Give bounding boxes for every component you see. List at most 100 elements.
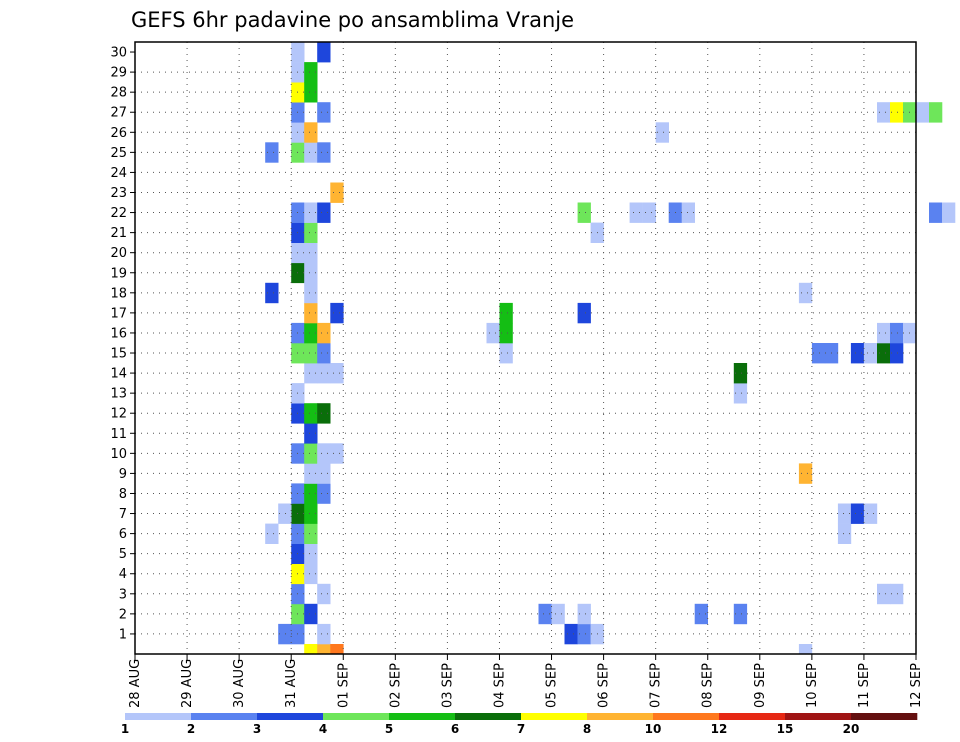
y-tick-label: 28: [110, 86, 127, 101]
colorbar-swatch: [125, 713, 192, 720]
heatmap-cell: [629, 202, 643, 223]
heatmap-cell: [863, 503, 878, 524]
y-tick-label: 11: [110, 427, 127, 442]
heatmap-cell: [304, 463, 318, 484]
y-tick-label: 21: [110, 226, 127, 241]
plot-frame: [134, 41, 917, 655]
x-tick-label: 07 SEP: [649, 663, 664, 708]
heatmap-cell: [317, 583, 331, 605]
y-tick-label: 30: [110, 46, 127, 61]
heatmap-cell: [304, 142, 318, 163]
x-tick-label: 09 SEP: [753, 663, 768, 708]
heatmap-cell: [304, 302, 318, 324]
x-tick-label: 06 SEP: [597, 663, 612, 708]
heatmap-cell: [304, 363, 318, 384]
y-tick-label: 13: [110, 387, 127, 402]
heatmap-cell: [850, 343, 865, 364]
heatmap-cell: [733, 383, 748, 404]
heatmap-cell: [655, 122, 669, 143]
heatmap-cell: [304, 563, 318, 585]
heatmap-cell: [304, 503, 318, 524]
heatmap-cell: [317, 202, 331, 223]
chart-title: GEFS 6hr padavine po ansamblima Vranje: [131, 8, 574, 32]
heatmap-cell: [291, 42, 305, 63]
heatmap-cell: [304, 242, 318, 264]
heatmap-cell: [304, 82, 318, 103]
heatmap-cell: [317, 102, 331, 123]
heatmap-cell: [929, 202, 943, 223]
x-tick-label: 03 SEP: [440, 663, 455, 708]
colorbar-label: 15: [777, 722, 794, 736]
colorbar-swatch: [323, 713, 390, 720]
heatmap-cell: [317, 363, 331, 384]
heatmap-cell: [304, 262, 318, 284]
heatmap-cell: [304, 282, 318, 304]
heatmap-cell: [304, 423, 318, 444]
heatmap-cell: [278, 503, 292, 524]
y-tick-label: 12: [110, 407, 127, 422]
heatmap-cell: [577, 202, 591, 223]
heatmap-cell: [929, 102, 943, 123]
y-tick-label: 19: [110, 266, 127, 281]
heatmap-cell: [317, 42, 331, 63]
heatmap-cell: [551, 603, 565, 625]
heatmap-cell: [877, 102, 891, 123]
heatmap-cell: [304, 122, 318, 143]
heatmap-cell: [577, 302, 591, 324]
heatmap-cell: [265, 142, 279, 163]
y-tick-label: 24: [110, 166, 127, 181]
colorbar-swatch: [653, 713, 720, 720]
x-tick-label: 30 AUG: [232, 659, 247, 708]
heatmap-cell: [916, 102, 930, 123]
heatmap-cell: [798, 282, 813, 304]
heatmap-cell: [317, 623, 331, 645]
heatmap-cell: [304, 343, 318, 364]
y-tick-label: 26: [110, 126, 127, 141]
y-tick-label: 10: [110, 447, 127, 462]
x-tick-label: 01 SEP: [336, 663, 351, 708]
heatmap-cell: [811, 343, 826, 364]
y-tick-label: 1: [119, 627, 127, 642]
y-tick-label: 29: [110, 66, 127, 81]
heatmap-cell: [304, 322, 318, 344]
y-tick-label: 25: [110, 146, 127, 161]
y-tick-label: 15: [110, 347, 127, 362]
heatmap-cell: [265, 523, 279, 544]
y-tick-label: 8: [119, 487, 127, 502]
heatmap-cell: [798, 644, 813, 655]
x-tick-label: 02 SEP: [388, 663, 403, 708]
x-tick-label: 28 AUG: [128, 659, 143, 708]
colorbar-swatch: [455, 713, 522, 720]
y-tick-label: 2: [119, 607, 127, 622]
heatmap-cell: [681, 202, 695, 223]
heatmap-cell: [304, 443, 318, 464]
x-tick-label: 11 SEP: [857, 663, 872, 708]
y-axis: 1234567891011121314151617181920212223242…: [110, 46, 135, 642]
heatmap-cell: [538, 603, 552, 625]
heatmap-cell: [317, 322, 331, 344]
colorbar-label: 7: [517, 722, 525, 736]
heatmap-cell: [499, 343, 513, 364]
heatmap-cell: [330, 302, 344, 324]
y-tick-label: 14: [110, 367, 127, 382]
x-tick-label: 10 SEP: [805, 663, 820, 708]
heatmap-cell: [304, 202, 318, 223]
heatmap-cell: [564, 623, 578, 645]
heatmap-cell: [850, 503, 865, 524]
heatmap-cell: [330, 363, 344, 384]
colorbar-swatch: [389, 713, 456, 720]
x-tick-label: 31 AUG: [284, 659, 299, 708]
heatmap-cell: [642, 202, 656, 223]
heatmap-cell: [304, 644, 318, 655]
colorbar-label: 3: [253, 722, 261, 736]
heatmap-cell: [890, 343, 904, 364]
heatmap-cell: [330, 644, 344, 655]
heatmap-cell: [890, 322, 904, 344]
y-tick-label: 3: [119, 587, 127, 602]
y-tick-label: 20: [110, 246, 127, 261]
heatmap-cell: [304, 543, 318, 564]
heatmap-cell: [304, 523, 318, 544]
y-tick-label: 17: [110, 306, 127, 321]
heatmap-cell: [330, 182, 344, 203]
x-tick-label: 08 SEP: [701, 663, 716, 708]
